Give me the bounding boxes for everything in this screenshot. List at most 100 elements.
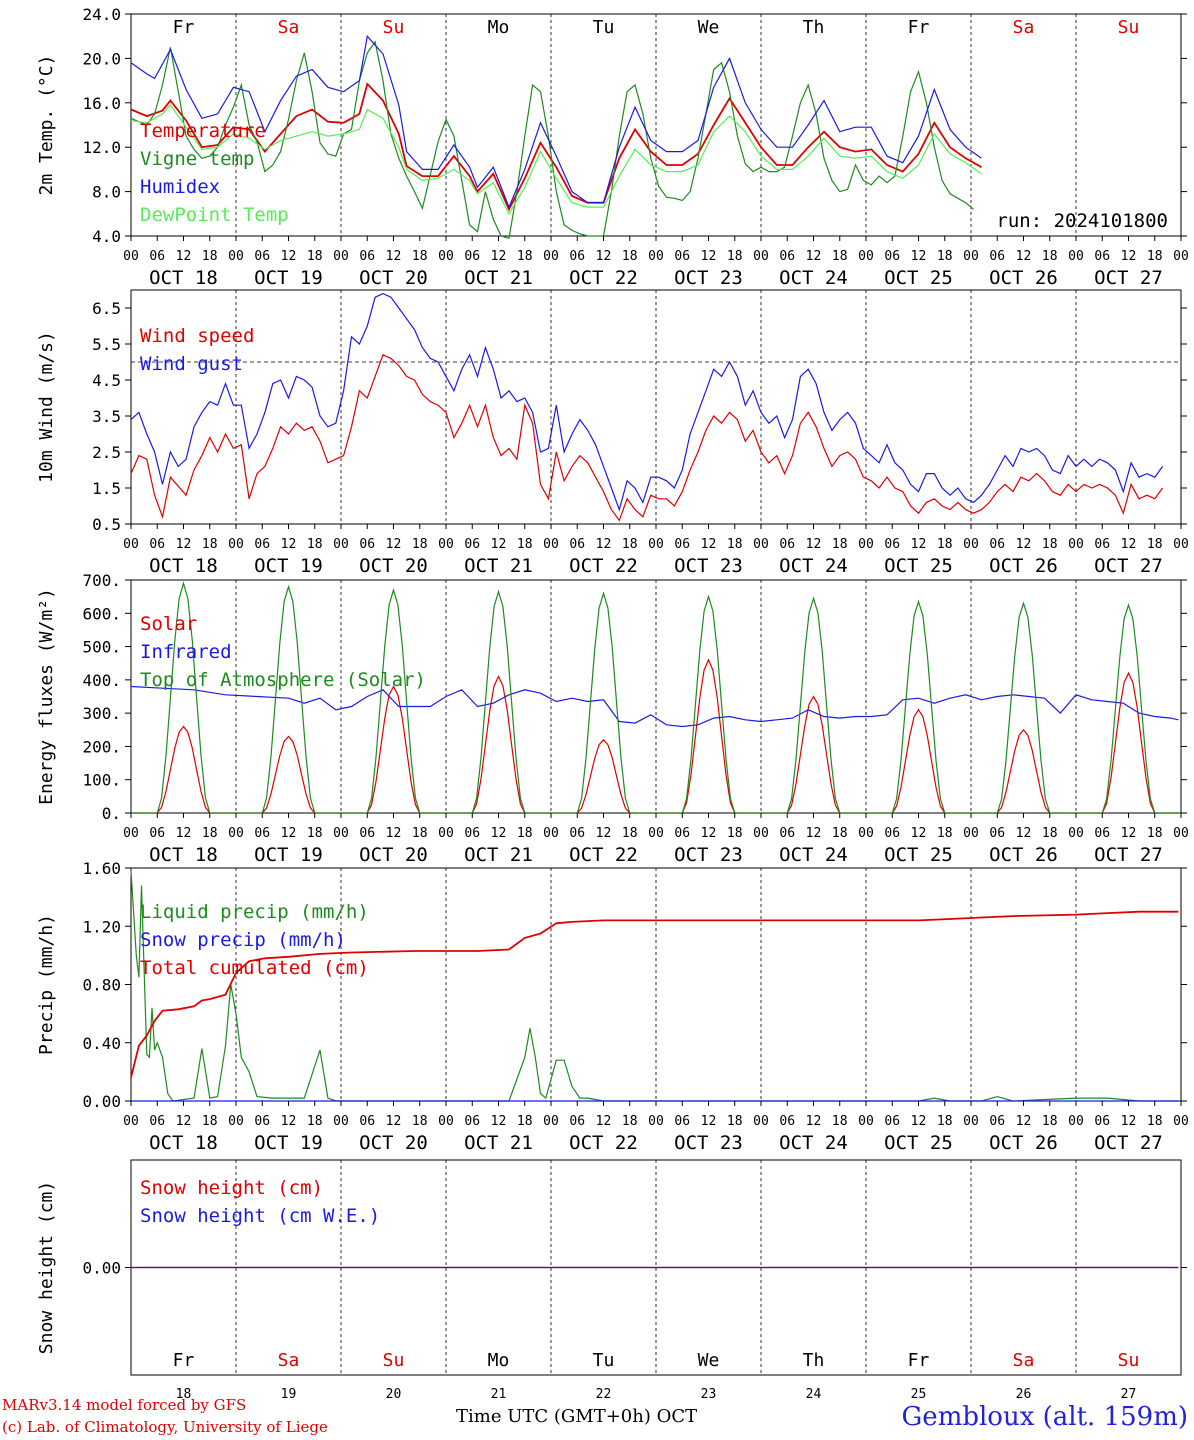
x-tick-label: 18 <box>832 1114 848 1129</box>
x-tick-label: 12 <box>701 1114 717 1129</box>
x-tick-label: 00 <box>858 1114 874 1129</box>
x-tick-label: 18 <box>622 826 638 841</box>
date-label: OCT 23 <box>674 267 743 289</box>
series-line <box>130 685 1179 728</box>
x-tick-label: 06 <box>359 1114 375 1129</box>
x-tick-label: 06 <box>1094 537 1110 552</box>
date-label: OCT 19 <box>254 844 323 866</box>
x-tick-label: 18 <box>727 249 743 264</box>
x-tick-label: 12 <box>386 826 402 841</box>
date-label: OCT 25 <box>884 1132 953 1154</box>
x-tick-label: 00 <box>1068 249 1084 264</box>
x-tick-label: 06 <box>779 249 795 264</box>
x-tick-label: 18 <box>202 249 218 264</box>
x-tick-label: 00 <box>438 1114 454 1129</box>
x-tick-label: 00 <box>1173 537 1189 552</box>
x-tick-label: 18 <box>517 1114 533 1129</box>
x-tick-label: 12 <box>1121 1114 1137 1129</box>
x-tick-label: 06 <box>569 249 585 264</box>
x-tick-label: 18 <box>1147 826 1163 841</box>
date-label: OCT 25 <box>884 267 953 289</box>
weekday-label: Su <box>1118 1350 1140 1371</box>
date-label: OCT 26 <box>989 267 1058 289</box>
legend-entry: Humidex <box>140 176 220 198</box>
x-tick-label: 00 <box>963 826 979 841</box>
x-tick-label: 06 <box>254 249 270 264</box>
x-tick-label: 00 <box>543 537 559 552</box>
x-tick-label: 00 <box>123 1114 139 1129</box>
y-tick-label: 24.0 <box>82 5 121 24</box>
x-tick-label: 18 <box>307 537 323 552</box>
x-tick-label: 12 <box>1016 826 1032 841</box>
x-tick-label: 12 <box>1016 249 1032 264</box>
legend-entry: Snow height (cm W.E.) <box>140 1205 380 1227</box>
x-tick-label: 00 <box>1068 826 1084 841</box>
legend-entry: DewPoint Temp <box>140 204 289 226</box>
day-number: 23 <box>701 1387 717 1402</box>
x-tick-label: 12 <box>281 826 297 841</box>
x-tick-label: 18 <box>937 537 953 552</box>
y-tick-label: 0.00 <box>82 1092 121 1111</box>
x-tick-label: 18 <box>517 826 533 841</box>
x-tick-label: 06 <box>989 826 1005 841</box>
x-tick-label: 00 <box>543 1114 559 1129</box>
x-tick-label: 00 <box>1173 826 1189 841</box>
date-label: OCT 19 <box>254 1132 323 1154</box>
x-tick-label: 18 <box>1147 1114 1163 1129</box>
y-tick-label: 1.5 <box>92 479 121 498</box>
x-tick-label: 18 <box>727 826 743 841</box>
x-tick-label: 18 <box>517 537 533 552</box>
day-number: 19 <box>281 1387 297 1402</box>
x-tick-label: 18 <box>517 249 533 264</box>
x-tick-label: 06 <box>254 1114 270 1129</box>
date-label: OCT 23 <box>674 844 743 866</box>
x-tick-label: 06 <box>779 826 795 841</box>
x-tick-label: 12 <box>911 1114 927 1129</box>
x-tick-label: 12 <box>1016 537 1032 552</box>
x-tick-label: 12 <box>1121 249 1137 264</box>
x-tick-label: 00 <box>123 826 139 841</box>
weekday-label: Su <box>383 17 405 38</box>
weekday-label: We <box>698 17 720 38</box>
date-label: OCT 20 <box>359 555 428 577</box>
model-credit: MARv3.14 model forced by GFS <box>2 1396 247 1414</box>
x-tick-label: 06 <box>884 249 900 264</box>
y-tick-label: 1.20 <box>82 917 121 936</box>
date-label: OCT 23 <box>674 1132 743 1154</box>
x-tick-label: 12 <box>176 537 192 552</box>
x-tick-label: 12 <box>386 537 402 552</box>
date-label: OCT 21 <box>464 1132 533 1154</box>
x-tick-label: 12 <box>596 826 612 841</box>
date-label: OCT 22 <box>569 555 638 577</box>
x-tick-label: 18 <box>307 826 323 841</box>
y-tick-label: 16.0 <box>82 94 121 113</box>
x-tick-label: 18 <box>1042 537 1058 552</box>
y-tick-label: 5.5 <box>92 335 121 354</box>
y-tick-label: 300. <box>82 704 121 723</box>
x-tick-label: 12 <box>1121 537 1137 552</box>
day-number: 25 <box>911 1387 927 1402</box>
x-tick-label: 00 <box>228 1114 244 1129</box>
weekday-label: We <box>698 1350 720 1371</box>
x-tick-label: 00 <box>753 1114 769 1129</box>
x-tick-label: 12 <box>911 249 927 264</box>
x-tick-label: 06 <box>779 537 795 552</box>
x-tick-label: 06 <box>779 1114 795 1129</box>
x-tick-label: 00 <box>333 537 349 552</box>
x-tick-label: 06 <box>464 826 480 841</box>
date-label: OCT 26 <box>989 844 1058 866</box>
x-tick-label: 12 <box>911 826 927 841</box>
y-tick-label: 6.5 <box>92 299 121 318</box>
x-tick-label: 00 <box>648 826 664 841</box>
legend-entry: Snow height (cm) <box>140 1177 323 1199</box>
x-tick-label: 18 <box>727 1114 743 1129</box>
y-tick-label: 400. <box>82 671 121 690</box>
series-line <box>130 104 982 216</box>
date-label: OCT 27 <box>1094 555 1163 577</box>
x-tick-label: 18 <box>832 537 848 552</box>
x-tick-label: 00 <box>1068 1114 1084 1129</box>
date-label: OCT 21 <box>464 844 533 866</box>
weekday-label: Fr <box>173 17 195 38</box>
panel-2: 0.5 1.5 2.5 3.5 4.5 5.5 6.5 10m Wind (m/s) Wind … <box>36 289 1189 577</box>
panel-4: 0.00 0.40 0.80 1.20 1.60 Precip (mm/h) Liquid … <box>36 859 1189 1154</box>
